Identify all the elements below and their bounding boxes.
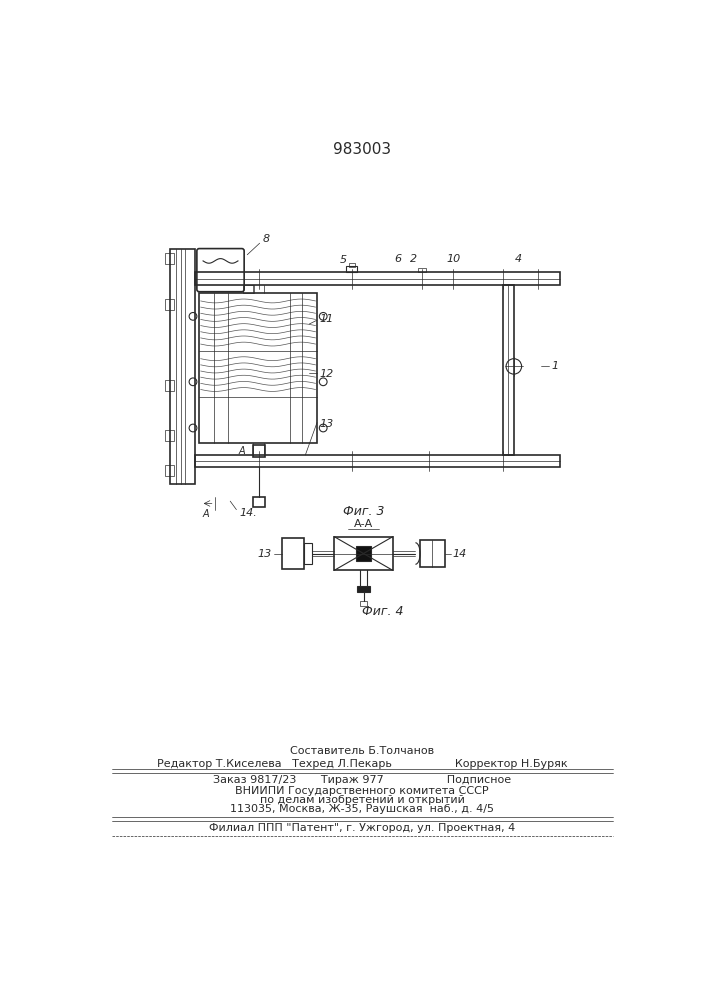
Text: 13: 13 — [258, 549, 272, 559]
Bar — [346, 266, 357, 272]
Bar — [357, 586, 370, 592]
Text: Филиал ППП "Патент", г. Ужгород, ул. Проектная, 4: Филиал ППП "Патент", г. Ужгород, ул. Про… — [209, 823, 515, 833]
Bar — [165, 430, 175, 441]
Bar — [361, 601, 367, 606]
Text: 2: 2 — [410, 254, 417, 264]
Bar — [334, 537, 393, 570]
Bar — [418, 268, 426, 272]
Text: ВНИИПИ Государственного комитета СССР: ВНИИПИ Государственного комитета СССР — [235, 786, 489, 796]
Text: А-А: А-А — [354, 519, 373, 529]
Bar — [503, 285, 514, 455]
Bar — [199, 293, 317, 443]
Bar — [194, 455, 559, 467]
Bar — [165, 465, 175, 476]
Text: 4: 4 — [515, 254, 522, 264]
Bar — [356, 546, 371, 561]
Text: Фиг. 3: Фиг. 3 — [343, 505, 384, 518]
Text: 12: 12 — [320, 369, 334, 379]
Text: А: А — [238, 446, 245, 456]
Text: 13: 13 — [320, 419, 334, 429]
Bar — [165, 253, 175, 264]
Bar — [165, 299, 175, 310]
Bar — [349, 263, 355, 267]
Text: А: А — [202, 509, 209, 519]
Text: 14.: 14. — [240, 508, 257, 518]
Bar — [304, 543, 312, 564]
Text: 6: 6 — [395, 254, 402, 264]
Bar — [165, 380, 175, 391]
Bar — [194, 272, 559, 285]
Bar — [170, 249, 194, 484]
Text: 11: 11 — [320, 314, 334, 324]
Text: по делам изобретений и открытий: по делам изобретений и открытий — [259, 795, 464, 805]
Bar — [420, 540, 445, 567]
Text: 1: 1 — [552, 361, 559, 371]
Text: Составитель Б.Толчанов: Составитель Б.Толчанов — [290, 746, 434, 756]
Text: 113035, Москва, Ж-35, Раушская  наб., д. 4/5: 113035, Москва, Ж-35, Раушская наб., д. … — [230, 804, 494, 814]
Text: Редактор Т.Киселева   Техред Л.Пекарь                  Корректор Н.Буряк: Редактор Т.Киселева Техред Л.Пекарь Корр… — [157, 759, 567, 769]
Text: 983003: 983003 — [333, 142, 391, 157]
Bar — [243, 285, 255, 293]
Bar — [252, 497, 265, 507]
Text: Фиг. 4: Фиг. 4 — [362, 605, 404, 618]
Text: 14: 14 — [452, 549, 467, 559]
Text: 10: 10 — [446, 254, 461, 264]
Bar — [252, 445, 265, 457]
Text: Заказ 9817/23       Тираж 977                  Подписное: Заказ 9817/23 Тираж 977 Подписное — [213, 775, 511, 785]
Text: 8: 8 — [263, 234, 270, 244]
Bar — [282, 538, 304, 569]
Text: 5: 5 — [340, 255, 347, 265]
